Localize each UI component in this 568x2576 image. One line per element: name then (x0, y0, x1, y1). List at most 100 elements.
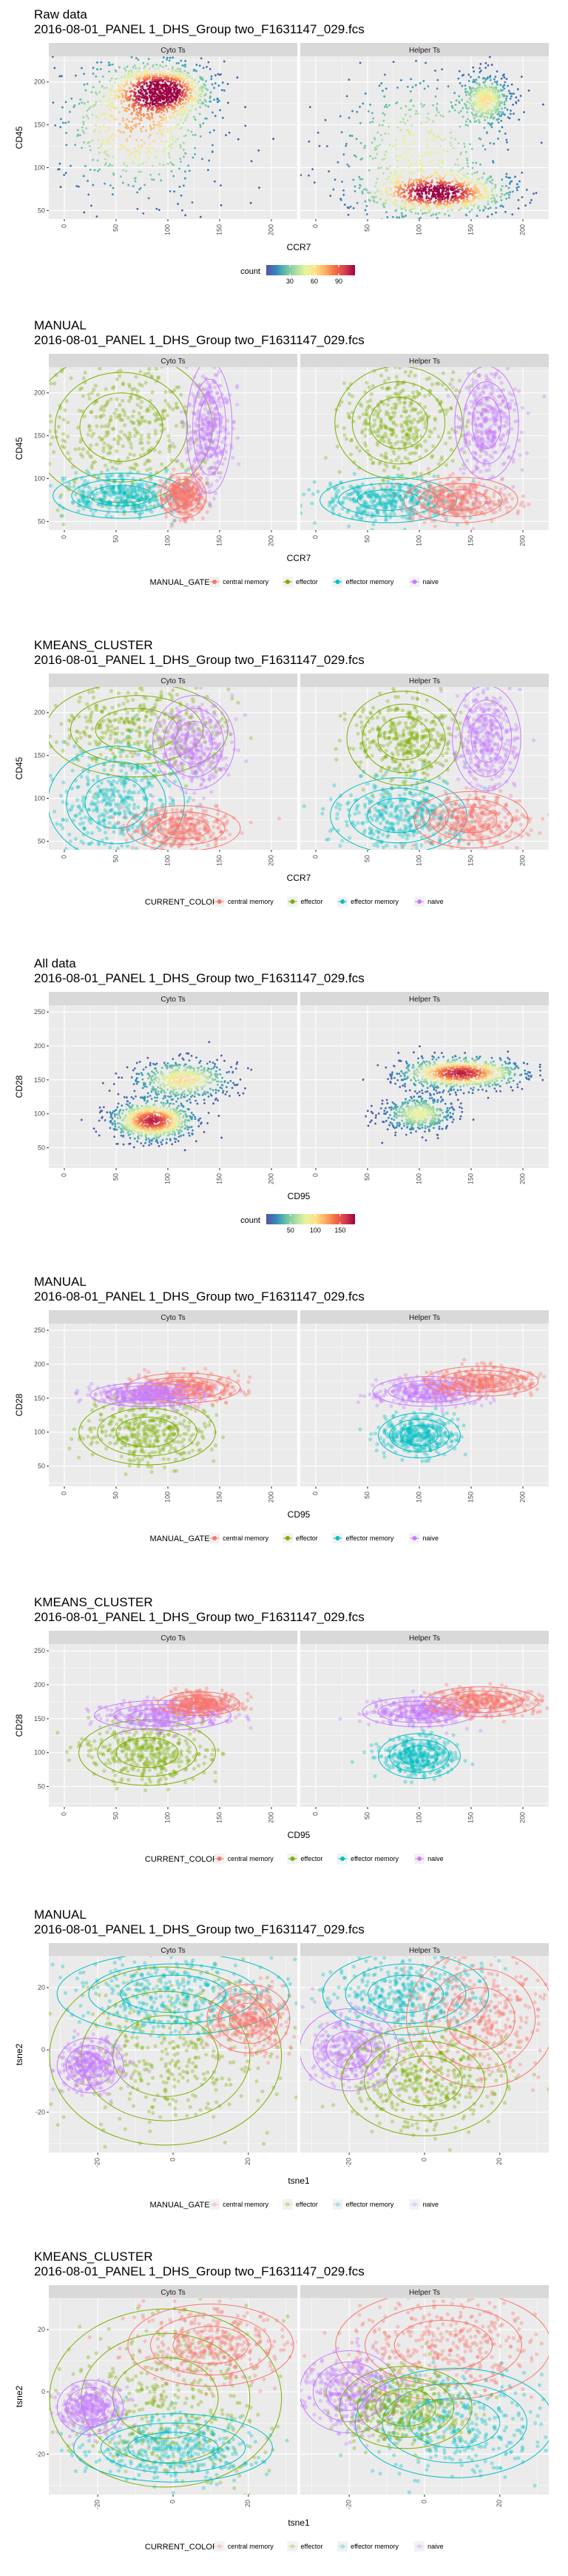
data-point (154, 429, 158, 432)
data-point (129, 76, 131, 78)
data-point (395, 191, 397, 193)
data-point (400, 192, 402, 194)
data-point (382, 124, 384, 127)
data-point (168, 98, 170, 101)
data-point (175, 127, 177, 130)
data-point (141, 511, 144, 514)
data-point (59, 126, 61, 128)
data-point (430, 198, 432, 200)
data-point (398, 189, 400, 191)
data-point (485, 193, 487, 195)
data-point (489, 88, 491, 90)
data-point (108, 100, 110, 102)
data-point (184, 170, 186, 172)
data-point (81, 500, 85, 504)
data-point (72, 485, 75, 489)
data-point (81, 127, 84, 129)
data-point (133, 84, 135, 86)
data-point (192, 89, 195, 91)
data-point (112, 193, 114, 195)
data-point (160, 93, 163, 95)
data-point (454, 389, 458, 392)
data-point (477, 98, 479, 100)
data-point (481, 177, 484, 179)
data-point (195, 424, 198, 428)
data-point (180, 78, 182, 80)
data-point (435, 114, 437, 116)
data-point (172, 67, 174, 69)
data-point (382, 90, 384, 92)
data-point (85, 127, 87, 130)
data-point (354, 234, 356, 236)
data-point (481, 93, 484, 95)
data-point (425, 144, 427, 147)
data-point (178, 79, 180, 81)
data-point (435, 205, 437, 207)
data-point (516, 183, 518, 185)
data-point (467, 73, 470, 76)
data-point (131, 71, 133, 73)
data-point (93, 460, 97, 463)
data-point (108, 127, 110, 130)
data-point (183, 70, 186, 72)
data-point (90, 466, 94, 470)
data-point (473, 117, 476, 119)
data-point (447, 189, 450, 192)
data-point (159, 423, 163, 426)
data-point (372, 118, 374, 120)
data-point (215, 391, 219, 395)
data-point (160, 130, 163, 133)
data-point (88, 429, 92, 432)
data-point (135, 108, 138, 110)
data-point (152, 117, 154, 119)
data-point (416, 199, 418, 201)
data-point (88, 486, 92, 490)
data-point (441, 160, 443, 162)
data-point (498, 121, 500, 124)
data-point (210, 78, 212, 80)
data-point (496, 98, 498, 100)
data-point (466, 205, 468, 207)
data-point (160, 463, 163, 466)
data-point (459, 183, 462, 185)
data-point (453, 147, 455, 150)
data-point (465, 151, 467, 153)
data-point (493, 143, 495, 145)
data-point (454, 138, 456, 141)
data-point (221, 89, 223, 91)
data-point (374, 149, 376, 151)
data-point (114, 135, 116, 137)
data-point (135, 104, 137, 107)
data-point (183, 491, 187, 494)
data-point (479, 121, 481, 124)
data-point (84, 531, 88, 535)
data-point (149, 530, 152, 534)
data-point (126, 489, 130, 492)
data-point (74, 144, 76, 146)
data-point (172, 108, 174, 110)
data-point (388, 104, 390, 107)
data-point (106, 150, 108, 152)
data-point (126, 118, 128, 121)
data-point (452, 192, 454, 194)
data-point (457, 164, 459, 166)
data-point (464, 90, 467, 93)
data-point (482, 112, 484, 114)
data-point (406, 189, 408, 192)
data-point (146, 85, 149, 87)
data-point (476, 82, 478, 84)
data-point (387, 168, 389, 170)
data-point (484, 79, 487, 81)
data-point (82, 130, 84, 132)
data-point (487, 89, 489, 91)
data-point (138, 164, 140, 167)
data-point (444, 181, 446, 183)
data-point (153, 178, 155, 181)
data-point (118, 148, 121, 150)
data-point (172, 484, 176, 488)
data-point (149, 144, 151, 146)
data-point (129, 495, 133, 499)
data-point (459, 82, 462, 84)
data-point (456, 175, 459, 177)
data-point (504, 194, 506, 196)
